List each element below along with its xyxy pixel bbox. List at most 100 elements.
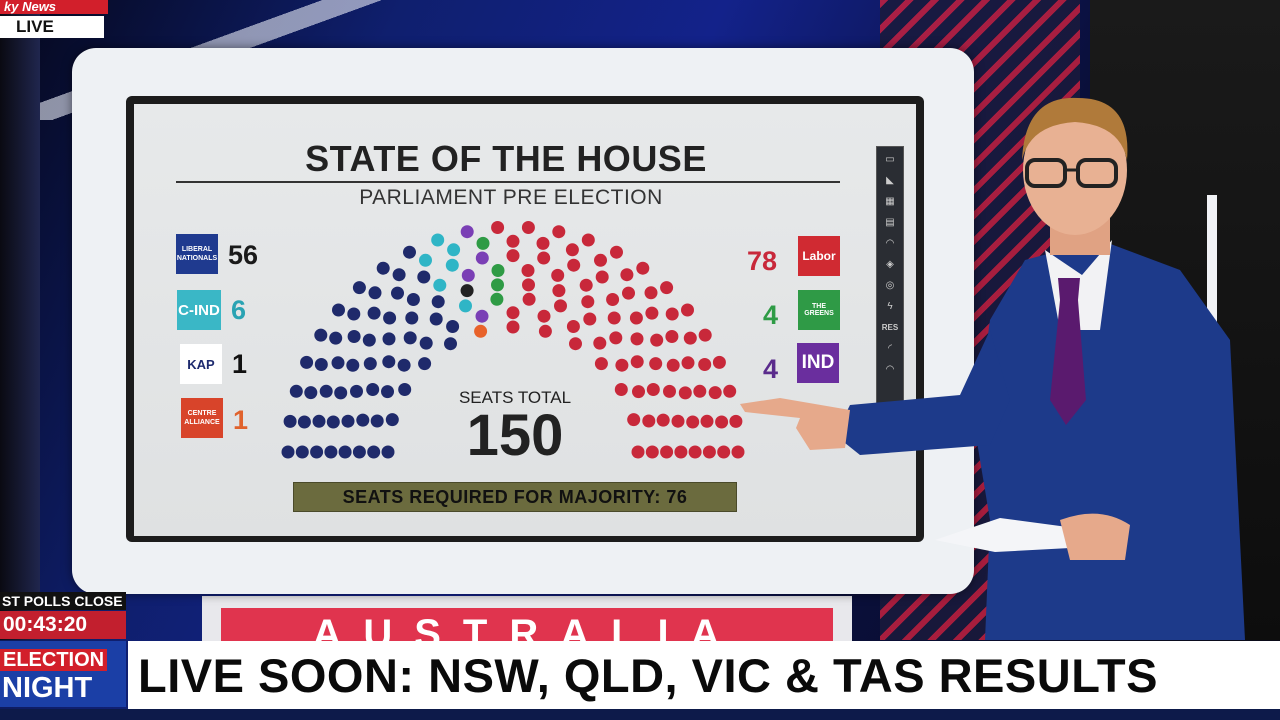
ind-logo: IND <box>797 343 839 383</box>
seat-dot <box>581 233 595 247</box>
seat-dot <box>446 320 460 333</box>
seat-dot <box>538 324 552 338</box>
seat-dot <box>551 268 565 282</box>
labor-count: 78 <box>747 246 778 276</box>
kap-count: 1 <box>232 349 248 379</box>
seat-dot <box>346 358 360 372</box>
seat-dot <box>712 355 726 369</box>
seat-dot <box>581 295 595 309</box>
bar-chart-icon[interactable]: ▤ <box>885 217 895 228</box>
seat-dot <box>347 307 361 321</box>
live-badge: LIVE <box>0 16 104 38</box>
arc-icon[interactable]: ◜ <box>888 343 892 354</box>
screen-icon[interactable]: ▭ <box>885 154 895 165</box>
monitor-screen <box>134 104 916 536</box>
seat-dot <box>683 331 697 345</box>
seat-dot <box>554 299 567 313</box>
map-icon[interactable]: ◣ <box>886 175 894 186</box>
seat-dot <box>566 320 580 333</box>
seat-dot <box>383 311 397 325</box>
seat-dot <box>650 333 664 347</box>
seat-dot <box>615 358 629 372</box>
seat-dot <box>636 261 650 275</box>
seat-dot <box>569 337 582 351</box>
seat-dot <box>506 234 520 248</box>
swing-icon[interactable]: ◈ <box>886 259 894 270</box>
seat-dot <box>645 445 659 459</box>
seat-dot <box>660 445 674 459</box>
lightning-icon[interactable]: ϟ <box>887 301 893 312</box>
seat-dot <box>391 286 404 300</box>
seat-dot <box>405 311 419 325</box>
bottom-strip <box>0 709 1280 720</box>
seat-dot <box>715 415 729 429</box>
liberal-nationals-logo-text: LIBERAL NATIONALS <box>176 246 218 262</box>
seat-dot <box>433 278 447 292</box>
seat-dot <box>491 278 504 292</box>
c-ind-logo: C-IND <box>177 290 221 330</box>
ind-count: 4 <box>763 354 779 384</box>
seat-dot <box>686 415 700 429</box>
background-pillar <box>0 0 40 640</box>
seat-dot <box>352 281 366 295</box>
arc-bold-icon[interactable]: ◠ <box>885 364 895 375</box>
seat-dot <box>331 356 345 370</box>
seat-dot <box>297 415 311 429</box>
kap-logo-text: KAP <box>187 356 215 372</box>
c-ind-count: 6 <box>231 295 247 325</box>
seats-total-label: SEATS TOTAL <box>458 388 572 407</box>
seat-dot <box>717 445 731 459</box>
ticker-end-cap <box>1252 641 1280 709</box>
seat-dot <box>593 336 607 350</box>
ind-logo-text: IND <box>801 352 835 373</box>
greens-logo-text: THE GREENS <box>804 303 834 317</box>
seat-dot <box>491 264 505 277</box>
seat-dot <box>595 270 609 284</box>
seat-dot <box>347 330 361 343</box>
seat-dot <box>594 357 608 371</box>
seat-dot <box>352 445 366 459</box>
seat-dot <box>368 286 382 300</box>
seat-dot <box>281 445 295 459</box>
seat-dot <box>521 221 535 234</box>
seat-dot <box>610 245 623 259</box>
seat-dot <box>475 309 489 323</box>
seat-dot <box>644 286 658 300</box>
hemicycle-icon[interactable]: ◠ <box>885 238 895 249</box>
circles-icon[interactable]: ◎ <box>885 280 895 291</box>
seat-dot <box>583 312 597 326</box>
seat-dot <box>609 331 623 345</box>
seat-dot <box>708 386 722 400</box>
seat-dot <box>304 386 318 400</box>
seat-dot <box>419 253 432 267</box>
centre-alliance-logo-text: CENTRE ALLIANCE <box>184 410 220 426</box>
seat-dot <box>666 358 680 372</box>
seat-dot <box>660 281 674 295</box>
seat-dot <box>350 384 363 398</box>
grid-icon[interactable]: ▦ <box>885 196 895 207</box>
res-label[interactable]: RES <box>881 323 899 332</box>
touchscreen-toolbar[interactable]: ▭ ◣ ▦ ▤ ◠ ◈ ◎ ϟ RES ◜ ◠ <box>876 146 904 406</box>
seat-dot <box>536 236 550 250</box>
seat-dot <box>700 414 714 428</box>
seat-dot <box>522 292 536 306</box>
network-logo: ky News <box>0 0 108 14</box>
seat-dot <box>419 336 433 350</box>
seat-dot <box>688 445 702 459</box>
seat-dot <box>406 293 420 306</box>
seat-dot <box>417 270 431 284</box>
seat-dot <box>314 328 328 342</box>
seat-dot <box>475 251 489 265</box>
seat-dot <box>645 306 659 320</box>
seat-dot <box>300 355 314 369</box>
polls-close-label: ST POLLS CLOSE <box>0 592 126 610</box>
seat-dot <box>681 303 694 317</box>
seat-dot <box>392 268 406 282</box>
screen-subtitle: PARLIAMENT PRE ELECTION <box>359 186 663 209</box>
seat-dot <box>656 413 670 427</box>
seat-dot <box>521 264 535 277</box>
seat-dot <box>334 386 348 400</box>
seats-total-value: 150 <box>466 403 564 468</box>
seat-dot <box>429 312 443 326</box>
